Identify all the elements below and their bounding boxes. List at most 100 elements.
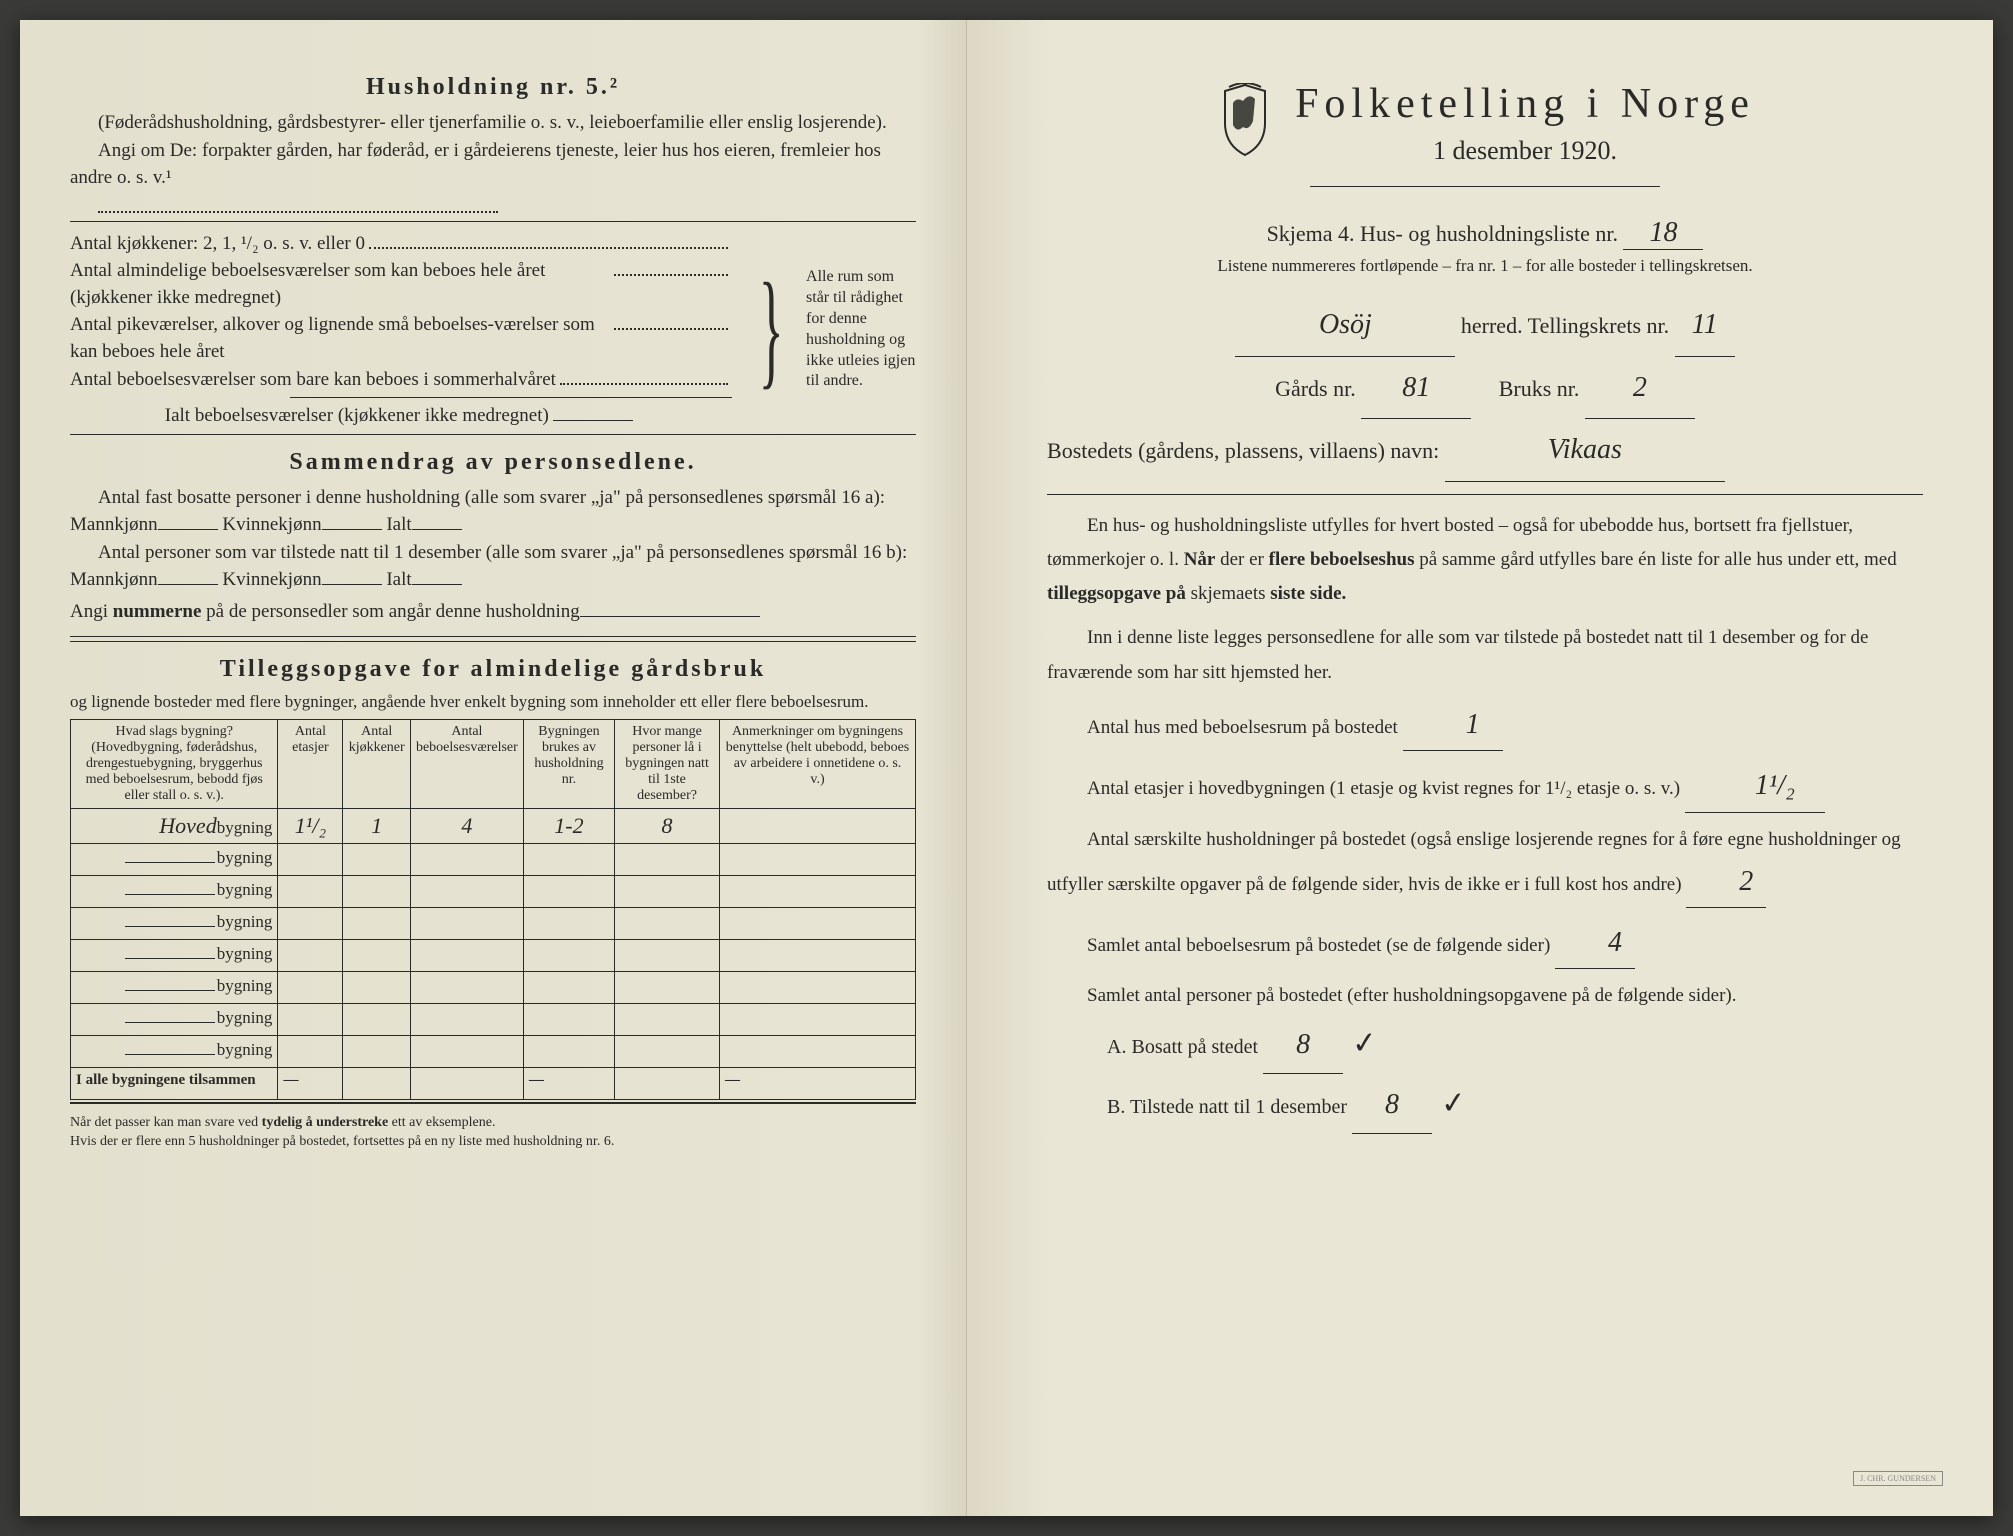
cell-hushold bbox=[523, 908, 614, 940]
kjokkener-label: Antal kjøkkener: 2, 1, ¹/₂ o. s. v. elle… bbox=[70, 231, 365, 258]
brace-icon: } bbox=[758, 271, 783, 388]
cell-anm bbox=[719, 1004, 915, 1036]
cell-hushold bbox=[523, 876, 614, 908]
para1: En hus- og husholdningsliste utfylles fo… bbox=[1047, 509, 1923, 612]
crest-icon bbox=[1215, 83, 1275, 164]
row-bygning-label: bygning bbox=[71, 876, 278, 908]
left-page: Husholdning nr. 5.² (Føderådshusholdning… bbox=[20, 20, 967, 1516]
para2: Inn i denne liste legges personsedlene f… bbox=[1047, 621, 1923, 689]
q2-line: Antal etasjer i hovedbygningen (1 etasje… bbox=[1047, 761, 1923, 812]
table-row: bygning bbox=[71, 972, 916, 1004]
cell-beboelse bbox=[410, 1004, 523, 1036]
main-date: 1 desember 1920. bbox=[1295, 136, 1755, 166]
cell-kjokkener bbox=[343, 908, 411, 940]
cell-kjokkener bbox=[343, 876, 411, 908]
cell-personer bbox=[615, 876, 720, 908]
tillegg-sub: og lignende bosteder med flere bygninger… bbox=[70, 691, 916, 714]
main-title: Folketelling i Norge bbox=[1295, 80, 1755, 128]
q4-value: 4 bbox=[1555, 918, 1635, 969]
cell-hushold: 1-2 bbox=[523, 809, 614, 844]
cell-beboelse bbox=[410, 972, 523, 1004]
sammendrag-title: Sammendrag av personsedlene. bbox=[70, 449, 916, 476]
right-page: Folketelling i Norge 1 desember 1920. Sk… bbox=[967, 20, 1993, 1516]
cell-kjokkener bbox=[343, 1004, 411, 1036]
husholdning-title: Husholdning nr. 5.² bbox=[70, 74, 916, 101]
row-bygning-label: bygning bbox=[71, 940, 278, 972]
cell-kjokkener bbox=[343, 940, 411, 972]
cell-kjokkener bbox=[343, 1036, 411, 1068]
check-icon: ✓ bbox=[1438, 1073, 1468, 1135]
cell-anm bbox=[719, 876, 915, 908]
samm2-block: Antal personer som var tilstede natt til… bbox=[70, 539, 916, 594]
printer-stamp: J. CHR. GUNDERSEN bbox=[1853, 1471, 1943, 1486]
angi-line: Angi om De: forpakter gården, har føderå… bbox=[70, 137, 916, 192]
cell-etasjer bbox=[278, 940, 343, 972]
th-personer: Hvor mange personer lå i bygningen natt … bbox=[615, 720, 720, 809]
bosted-value: Vikaas bbox=[1445, 419, 1725, 482]
krets-value: 11 bbox=[1675, 294, 1735, 357]
cell-etasjer bbox=[278, 972, 343, 1004]
cell-personer bbox=[615, 908, 720, 940]
row-bygning-label: Hovedbygning bbox=[71, 809, 278, 844]
row-bygning-label: bygning bbox=[71, 908, 278, 940]
cell-anm bbox=[719, 908, 915, 940]
antal3-label: Antal beboelsesværelser som bare kan beb… bbox=[70, 367, 556, 394]
title-block: Folketelling i Norge 1 desember 1920. bbox=[1047, 80, 1923, 166]
th-etasjer: Antal etasjer bbox=[278, 720, 343, 809]
kjokken-block: Antal kjøkkener: 2, 1, ¹/₂ o. s. v. elle… bbox=[70, 230, 916, 430]
cell-hushold bbox=[523, 1036, 614, 1068]
row-bygning-label: bygning bbox=[71, 1004, 278, 1036]
gards-line: Gårds nr. 81 Bruks nr. 2 bbox=[1047, 357, 1923, 420]
qa-value: 8 bbox=[1263, 1017, 1343, 1074]
cell-beboelse bbox=[410, 844, 523, 876]
cell-kjokkener: 1 bbox=[343, 809, 411, 844]
q1-value: 1 bbox=[1403, 700, 1503, 751]
row-bygning-label: bygning bbox=[71, 1036, 278, 1068]
cell-personer bbox=[615, 972, 720, 1004]
samm1-block: Antal fast bosatte personer i denne hush… bbox=[70, 484, 916, 539]
cell-etasjer bbox=[278, 1004, 343, 1036]
cell-anm bbox=[719, 1036, 915, 1068]
q3-line: Antal særskilte husholdninger på bostede… bbox=[1047, 823, 1923, 909]
table-row: bygning bbox=[71, 1036, 916, 1068]
q4-line: Samlet antal beboelsesrum på bostedet (s… bbox=[1047, 918, 1923, 969]
qb-value: 8 bbox=[1352, 1077, 1432, 1134]
cell-beboelse bbox=[410, 940, 523, 972]
footnote: Når det passer kan man svare ved tydelig… bbox=[70, 1114, 916, 1150]
cell-beboelse bbox=[410, 876, 523, 908]
q1-line: Antal hus med beboelsesrum på bostedet 1 bbox=[1047, 700, 1923, 751]
herred-line: Osöj herred. Tellingskrets nr. 11 bbox=[1047, 294, 1923, 357]
cell-kjokkener bbox=[343, 844, 411, 876]
row-bygning-label: bygning bbox=[71, 844, 278, 876]
tfoot-label: I alle bygningene tilsammen bbox=[71, 1068, 278, 1100]
th-beboelse: Antal beboelsesværelser bbox=[410, 720, 523, 809]
antal2-label: Antal pikeværelser, alkover og lignende … bbox=[70, 312, 610, 365]
skjema-nr-value: 18 bbox=[1623, 217, 1703, 250]
cell-hushold bbox=[523, 1004, 614, 1036]
cell-etasjer bbox=[278, 876, 343, 908]
cell-personer bbox=[615, 1004, 720, 1036]
cell-hushold bbox=[523, 844, 614, 876]
q2-value: 1¹/₂ bbox=[1685, 761, 1825, 812]
herred-value: Osöj bbox=[1235, 294, 1455, 357]
husholdning-note: (Føderådshusholdning, gårdsbestyrer- ell… bbox=[70, 109, 916, 137]
qb-line: B. Tilstede natt til 1 desember 8 ✓ bbox=[1107, 1074, 1923, 1134]
q3-value: 2 bbox=[1686, 857, 1766, 908]
table-row: bygning bbox=[71, 940, 916, 972]
cell-personer bbox=[615, 1036, 720, 1068]
th-hushold: Bygningen brukes av husholdning nr. bbox=[523, 720, 614, 809]
cell-anm bbox=[719, 809, 915, 844]
table-row: bygning bbox=[71, 908, 916, 940]
bygning-table: Hvad slags bygning? (Hovedbygning, føder… bbox=[70, 719, 916, 1100]
cell-etasjer bbox=[278, 844, 343, 876]
cell-etasjer bbox=[278, 1036, 343, 1068]
bruks-value: 2 bbox=[1585, 357, 1695, 420]
cell-etasjer: 1¹/₂ bbox=[278, 809, 343, 844]
cell-anm bbox=[719, 844, 915, 876]
angi-nummer: Angi nummerne på de personsedler som ang… bbox=[70, 598, 916, 626]
cell-beboelse bbox=[410, 908, 523, 940]
cell-beboelse: 4 bbox=[410, 809, 523, 844]
sub-line: Listene nummereres fortløpende – fra nr.… bbox=[1047, 256, 1923, 276]
cell-anm bbox=[719, 972, 915, 1004]
table-header-row: Hvad slags bygning? (Hovedbygning, føder… bbox=[71, 720, 916, 809]
